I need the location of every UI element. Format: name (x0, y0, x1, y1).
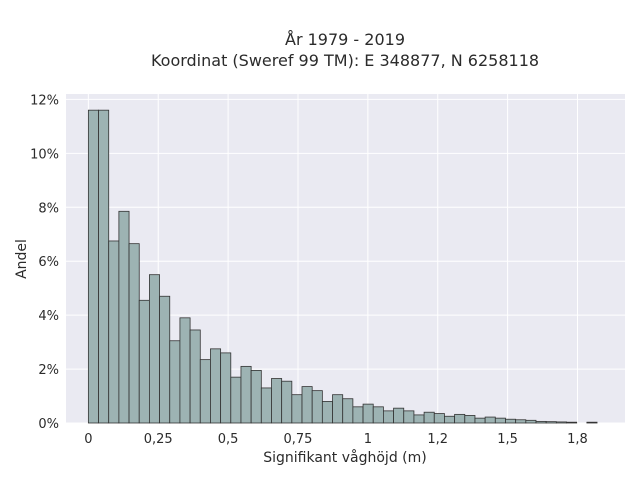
x-tick-label: 1,2 (427, 432, 448, 447)
histogram-bar (179, 317, 191, 424)
histogram-bar (566, 421, 578, 424)
histogram-bar (321, 401, 333, 424)
histogram-bar (535, 420, 547, 424)
histogram-bars (87, 109, 598, 424)
histogram-bar (301, 386, 313, 424)
histogram-bar (383, 410, 394, 424)
histogram-bar (474, 417, 486, 424)
y-axis-label: Andel (14, 239, 30, 279)
x-tick-label: 0 (84, 432, 92, 447)
histogram-bar (311, 390, 323, 424)
x-tick-label: 0,25 (144, 432, 173, 447)
histogram-bar (555, 421, 567, 424)
histogram-bar (342, 398, 354, 424)
y-tick-label: 6% (38, 255, 59, 270)
y-tick-label: 12% (30, 93, 59, 108)
histogram-bar (362, 403, 374, 424)
x-axis-ticks: 0 0,25 0,5 0,75 1 1,2 1,5 1,8 (84, 432, 588, 447)
x-tick-label: 0,5 (218, 432, 239, 447)
y-tick-label: 2% (38, 363, 59, 378)
chart-title: År 1979 - 2019 (285, 30, 405, 49)
histogram-bar (199, 359, 211, 424)
histogram-bar (128, 243, 140, 424)
histogram-bar (454, 413, 466, 424)
histogram-bar (98, 109, 110, 424)
histogram-bar (413, 414, 425, 424)
histogram-bar (505, 418, 517, 424)
histogram-bar (393, 407, 405, 424)
chart-subtitle: Koordinat (Sweref 99 TM): E 348877, N 62… (151, 51, 539, 70)
histogram-bar (230, 376, 242, 424)
histogram-bar (250, 370, 262, 424)
y-axis-ticks: 0% 2% 4% 6% 8% 10% 12% (30, 93, 59, 432)
histogram-bar (281, 380, 293, 424)
histogram-bar (484, 416, 496, 424)
x-tick-label: 1,5 (497, 432, 518, 447)
y-tick-label: 0% (38, 417, 59, 432)
histogram-bar (444, 415, 456, 424)
histogram-bar (118, 210, 130, 424)
histogram-bar (586, 421, 598, 424)
x-tick-label: 1,8 (567, 432, 588, 447)
y-tick-label: 8% (38, 201, 59, 216)
histogram-bar (352, 406, 364, 424)
histogram-bar (220, 352, 232, 424)
x-tick-label: 0,75 (284, 432, 313, 447)
histogram-bar (169, 340, 181, 424)
histogram-bar (149, 274, 160, 424)
histogram-bar (423, 411, 435, 424)
histogram-bar (210, 348, 222, 424)
histogram-bar (545, 421, 557, 424)
histogram-bar (271, 378, 283, 424)
histogram-bar (240, 365, 252, 424)
y-tick-label: 4% (38, 309, 59, 324)
histogram-bar (138, 299, 150, 424)
histogram-bar (87, 109, 99, 424)
histogram-bar (494, 417, 506, 424)
histogram-bar (515, 419, 527, 424)
histogram-bar (108, 240, 120, 424)
x-axis-label: Signifikant våghöjd (m) (263, 449, 426, 466)
histogram-bar (464, 415, 476, 424)
y-tick-label: 10% (30, 147, 59, 162)
histogram-bar (260, 387, 272, 424)
histogram-bar (291, 394, 303, 424)
histogram-bar (189, 329, 201, 424)
histogram-bar (159, 295, 171, 424)
histogram-bar (372, 406, 384, 424)
histogram-bar (525, 419, 537, 424)
histogram-bar (403, 410, 415, 424)
histogram-bar (433, 413, 445, 424)
x-tick-label: 1 (364, 432, 372, 447)
histogram-bar (332, 394, 344, 424)
